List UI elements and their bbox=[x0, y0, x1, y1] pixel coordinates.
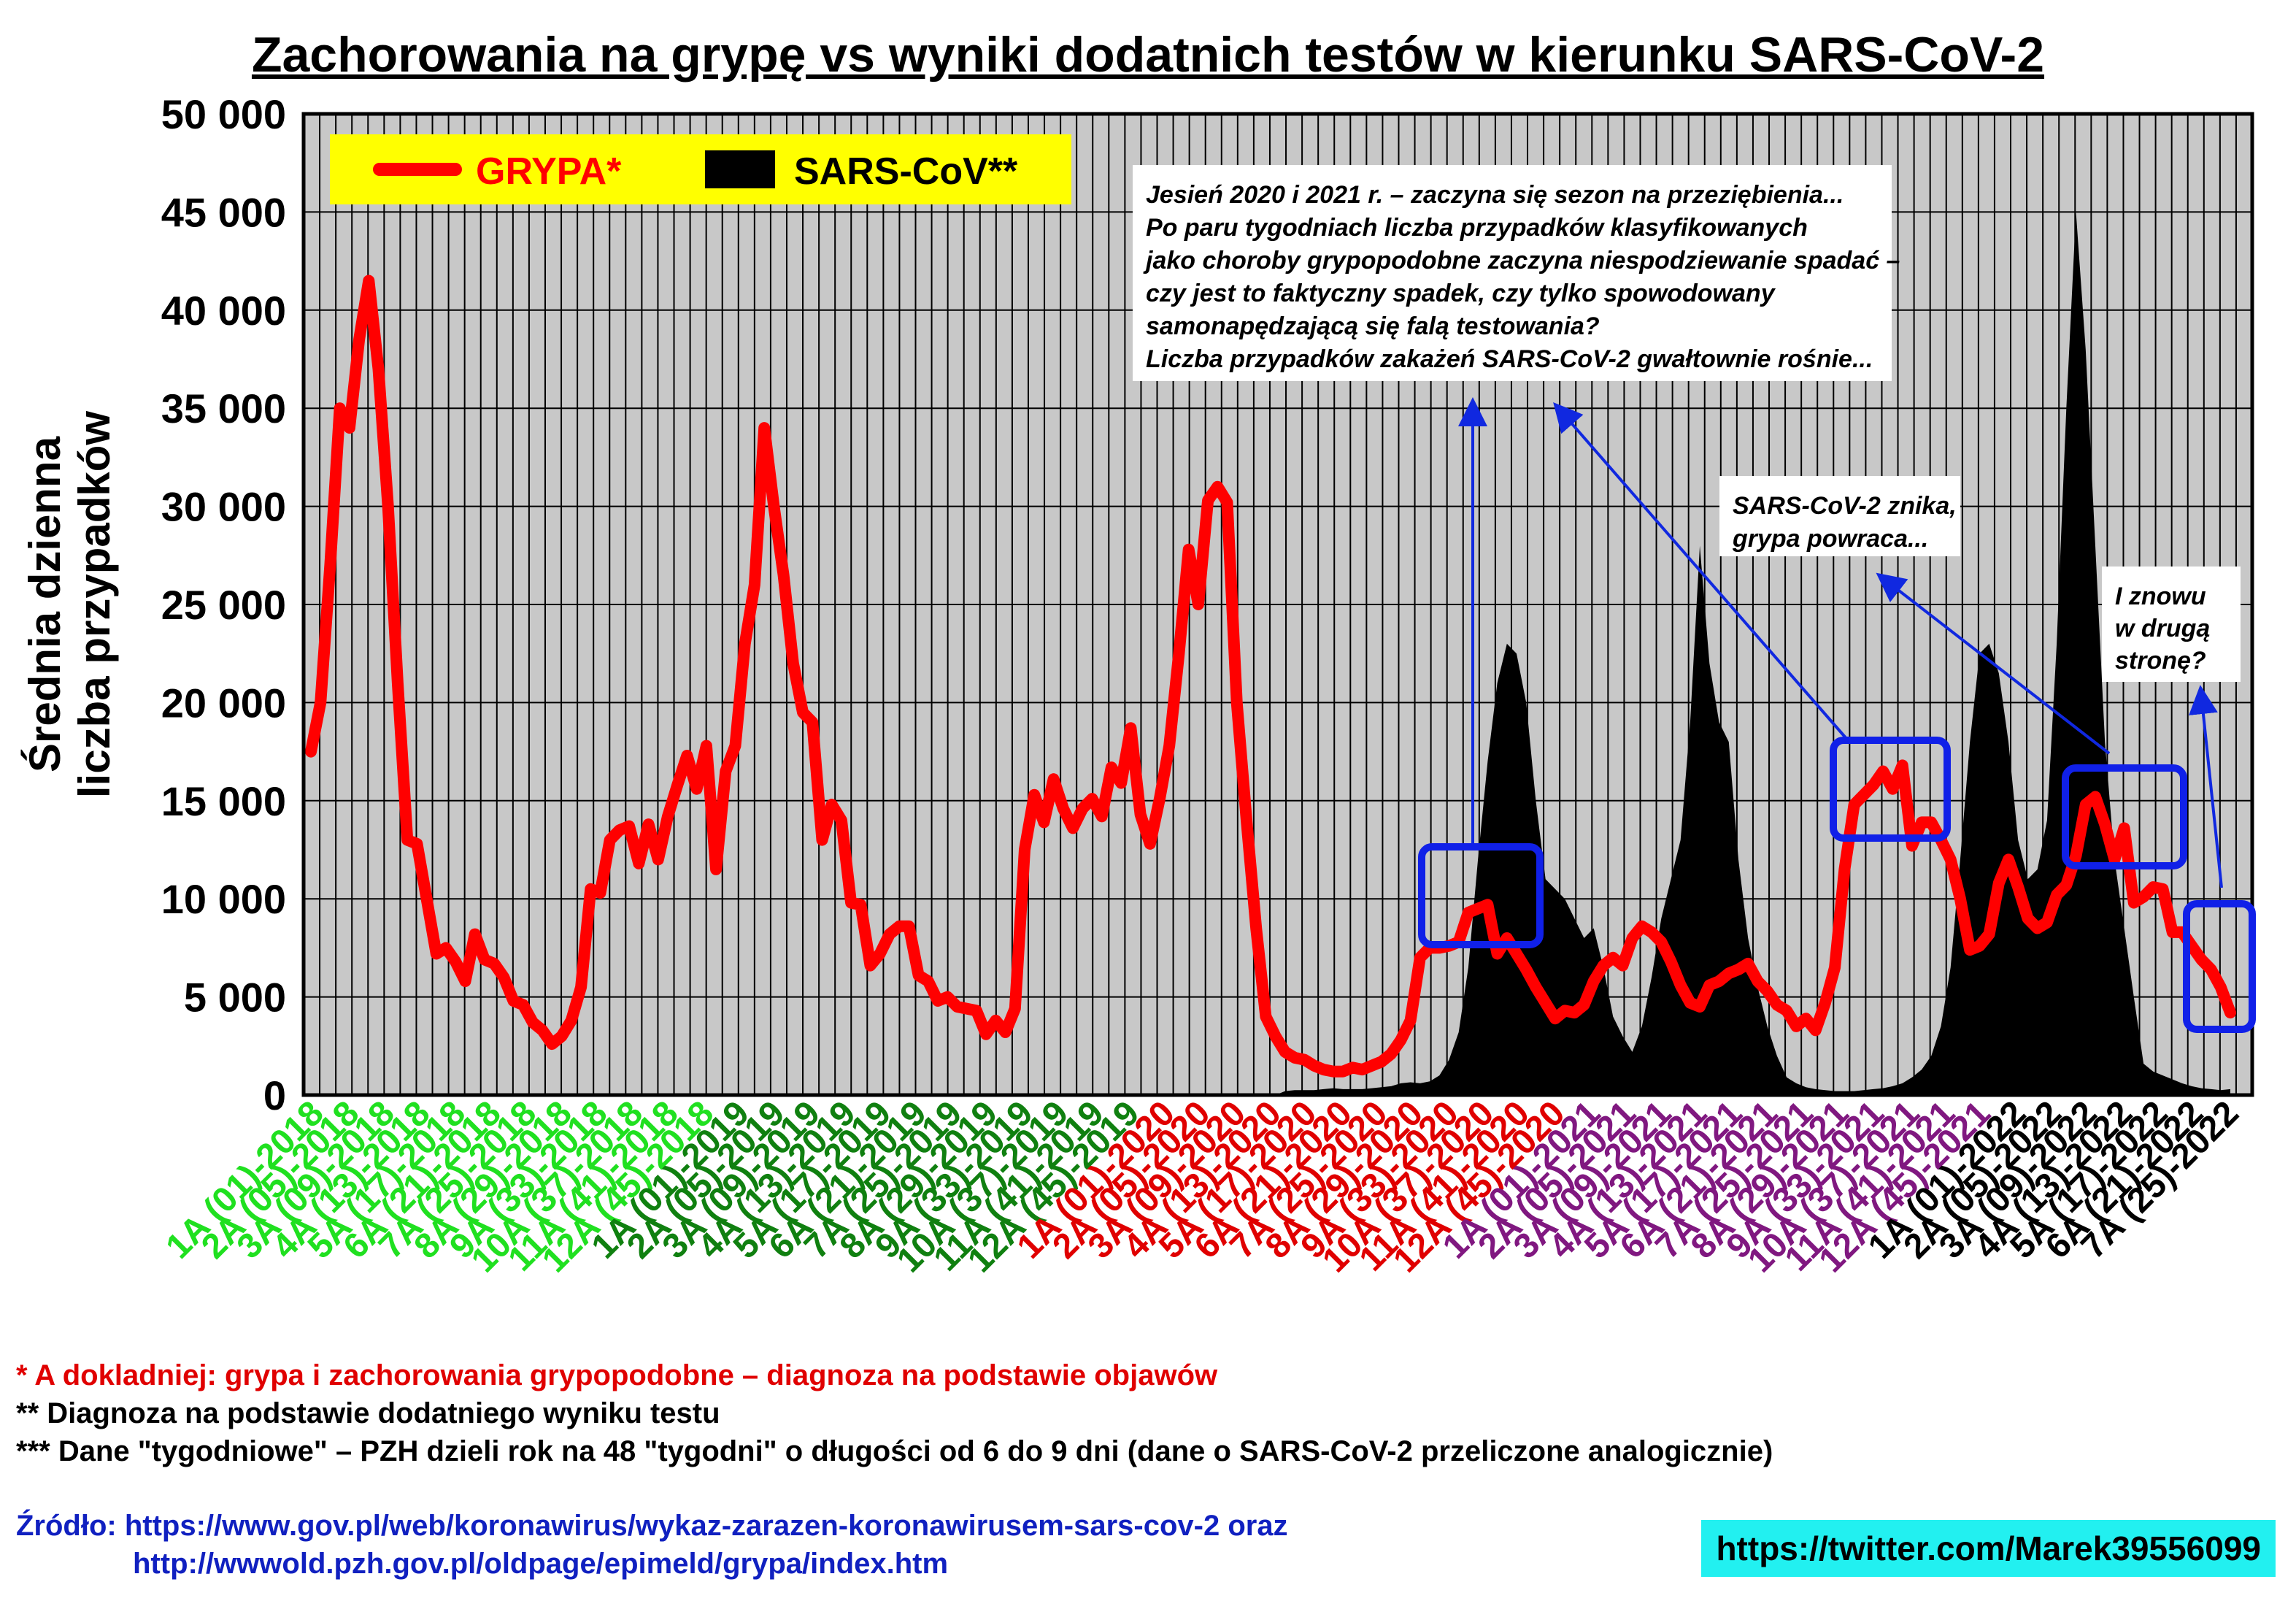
annotation-sars-disappears-box bbox=[1719, 476, 1960, 556]
annotation-autumn-box bbox=[1133, 165, 1892, 381]
y-tick-label: 5 000 bbox=[184, 975, 286, 1021]
y-tick-label: 10 000 bbox=[161, 876, 286, 922]
y-tick-label: 30 000 bbox=[161, 484, 286, 530]
y-tick-label: 25 000 bbox=[161, 582, 286, 628]
annotation-arrow bbox=[1553, 402, 1849, 742]
y-tick-label: 15 000 bbox=[161, 778, 286, 824]
annotation-autumn-line: Po paru tygodniach liczba przypadków kla… bbox=[1146, 214, 1808, 242]
y-tick-label: 20 000 bbox=[161, 680, 286, 726]
annotation-autumn-line: jako choroby grypopodobne zaczyna niespo… bbox=[1143, 247, 1900, 274]
annotation-arrow bbox=[1876, 572, 2111, 755]
y-axis-label: Średnia dzienna bbox=[20, 436, 69, 772]
series-flu-line bbox=[305, 274, 2236, 1078]
y-tick-label: 0 bbox=[263, 1072, 286, 1118]
annotation-autumn-line: Liczba przypadków zakażeń SARS-CoV-2 gwa… bbox=[1146, 345, 1873, 373]
annotation-again-line: I znowu bbox=[2115, 583, 2206, 610]
annotation-autumn-line: samonapędzającą się falą testowania? bbox=[1146, 312, 1600, 340]
y-tick-label: 50 000 bbox=[161, 91, 286, 137]
footnote-flu: * A dokladniej: grypa i zachorowania gry… bbox=[16, 1359, 1218, 1391]
annotation-again-line: w drugą bbox=[2115, 615, 2210, 642]
source-line-1: Źródło: https://www.gov.pl/web/koronawir… bbox=[16, 1510, 1288, 1542]
annotation-sars-disappears-line: grypa powraca... bbox=[1732, 525, 1928, 553]
y-axis-label: liczba przypadków bbox=[70, 411, 119, 798]
legend-swatch-sars bbox=[705, 150, 775, 188]
annotation-arrow bbox=[2189, 685, 2223, 888]
highlight-box-2020 bbox=[1418, 843, 1544, 948]
y-tick-label: 40 000 bbox=[161, 288, 286, 334]
annotation-again-box bbox=[2102, 567, 2241, 682]
legend-label-flu: GRYPA* bbox=[476, 150, 622, 193]
legend-label-sars: SARS-CoV** bbox=[794, 150, 1018, 193]
annotation-autumn-line: czy jest to faktyczny spadek, czy tylko … bbox=[1146, 280, 1776, 307]
source-line-2: http://wwwold.pzh.gov.pl/oldpage/epimeld… bbox=[133, 1548, 949, 1580]
highlight-box-2022 bbox=[2062, 764, 2187, 869]
annotation-sars-disappears-line: SARS-CoV-2 znika, bbox=[1733, 492, 1957, 520]
chart-title: Zachorowania na grypę vs wyniki dodatnic… bbox=[251, 27, 2045, 82]
footnote-sars: ** Diagnoza na podstawie dodatniego wyni… bbox=[16, 1397, 720, 1429]
footnote-weeks: *** Dane "tygodniowe" – PZH dzieli rok n… bbox=[16, 1435, 1773, 1467]
y-tick-label: 45 000 bbox=[161, 189, 286, 235]
legend: GRYPA* SARS-CoV** bbox=[330, 134, 1071, 204]
plot-frame bbox=[301, 112, 2254, 1097]
series-sars-area bbox=[311, 212, 2230, 1095]
annotation-autumn-line: Jesień 2020 i 2021 r. – zaczyna się sezo… bbox=[1146, 181, 1844, 209]
highlight-box-2021 bbox=[1830, 737, 1951, 842]
annotation-again-line: stronę? bbox=[2115, 647, 2206, 675]
highlight-box-2022-end bbox=[2183, 900, 2256, 1033]
y-tick-label: 35 000 bbox=[161, 385, 286, 431]
twitter-link[interactable]: https://twitter.com/Marek39556099 bbox=[1701, 1520, 2276, 1577]
